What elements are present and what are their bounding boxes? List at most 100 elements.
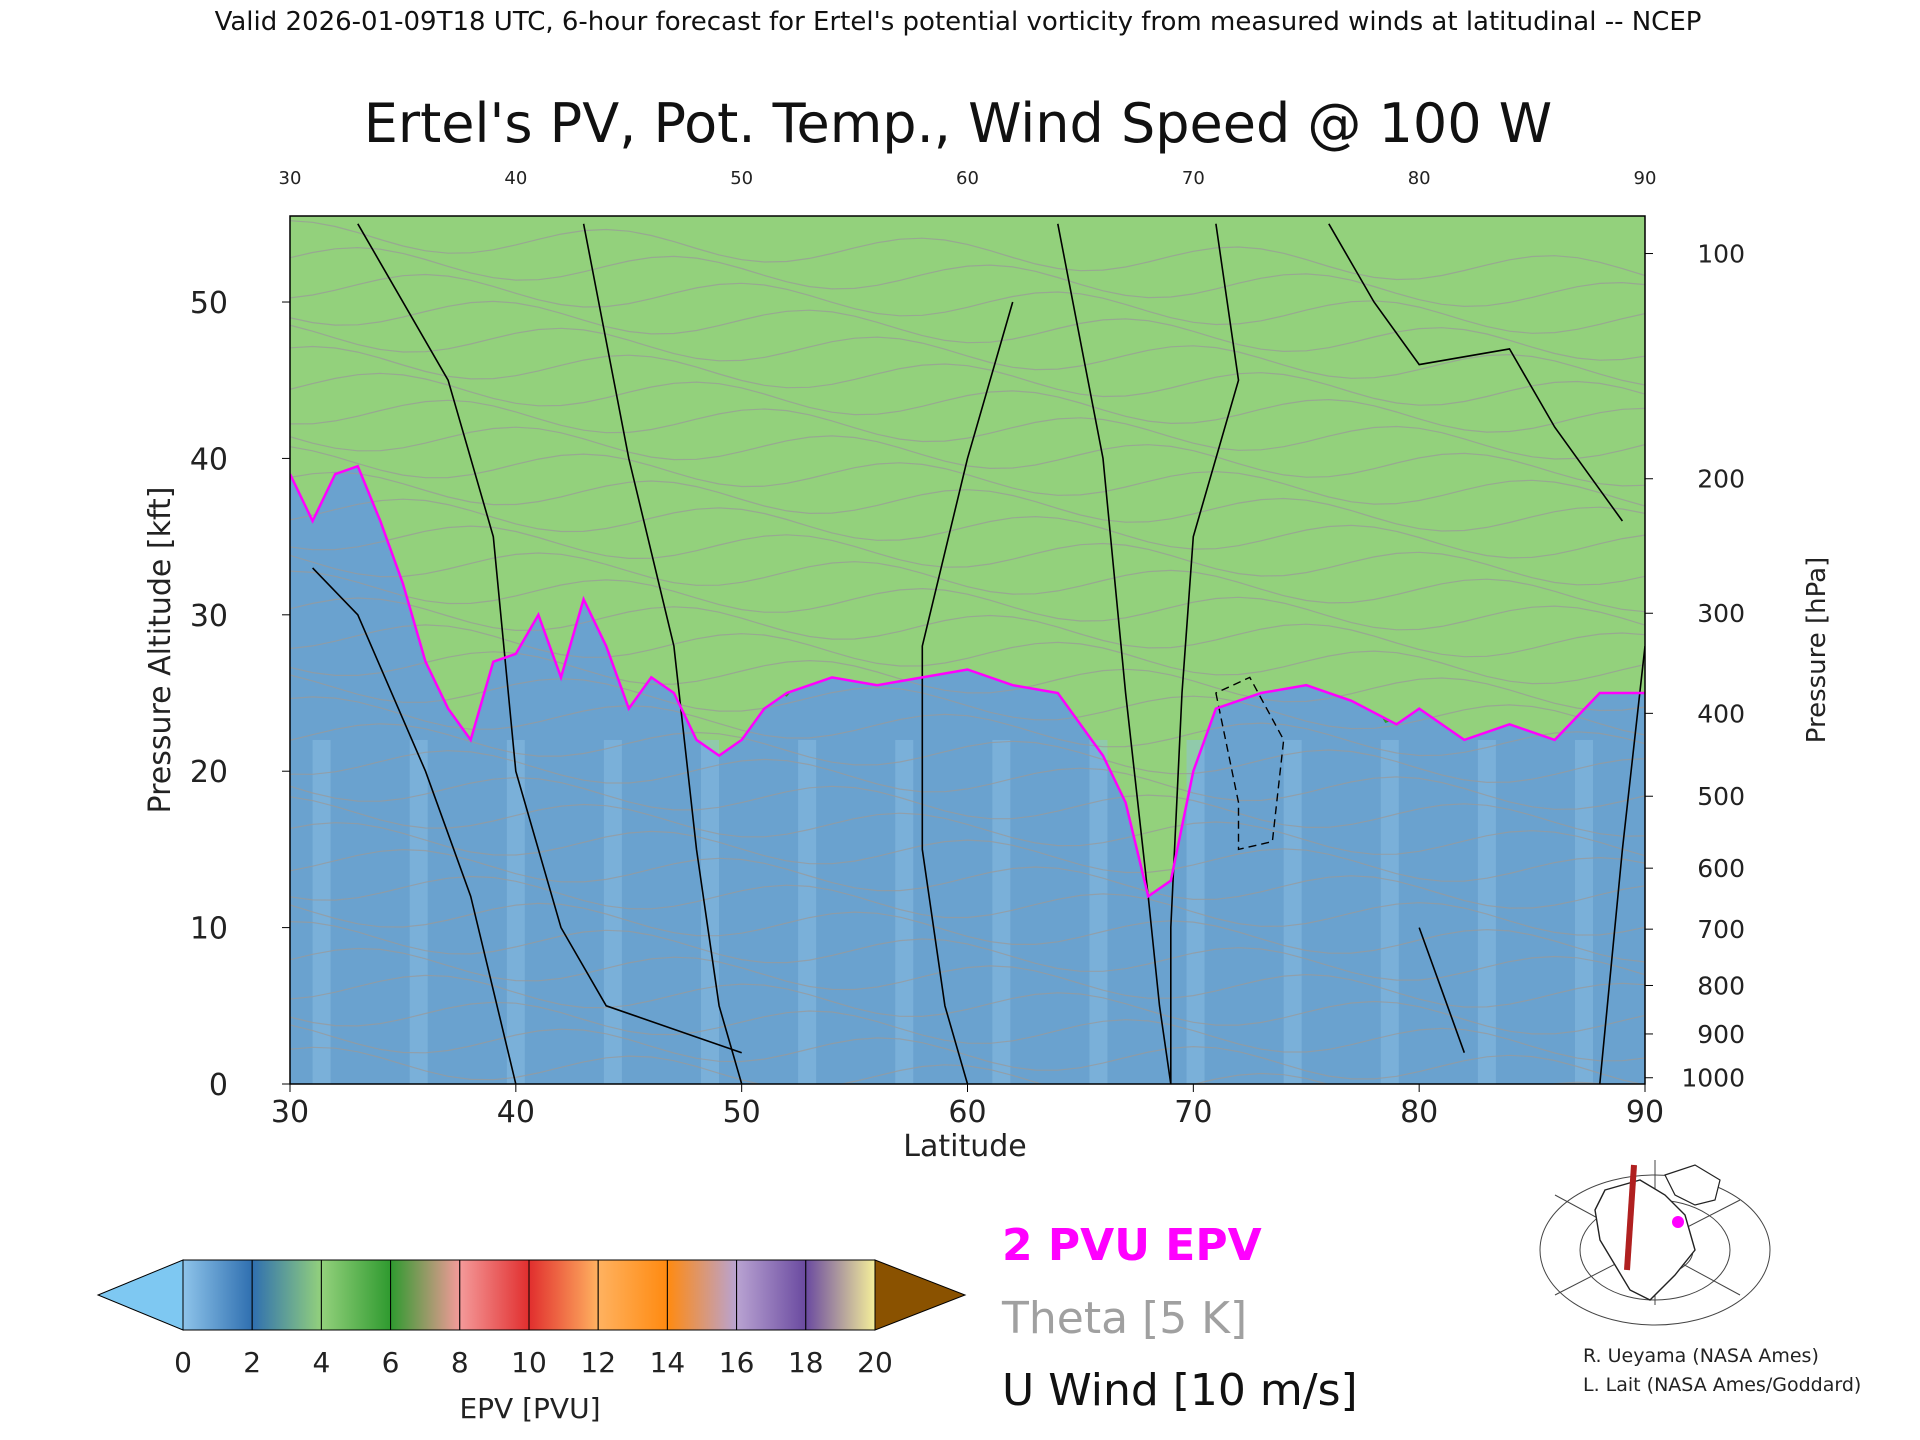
colorbar-tick-label: 6 bbox=[382, 1346, 400, 1379]
credit-2: L. Lait (NASA Ames/Goddard) bbox=[1583, 1374, 1861, 1396]
theta-contour bbox=[290, 1001, 1645, 1062]
theta-contour bbox=[290, 399, 1645, 460]
theta-contour bbox=[290, 552, 1645, 613]
colorbar-tick-label: 12 bbox=[580, 1346, 616, 1379]
u-wind-contour bbox=[921, 301, 1014, 1084]
theta-contour bbox=[290, 273, 1645, 334]
tropo-streak bbox=[1574, 739, 1593, 1084]
colorbar-cell bbox=[390, 1259, 461, 1331]
x-tick-label: 60 bbox=[948, 1095, 986, 1130]
credit-1: R. Ueyama (NASA Ames) bbox=[1583, 1345, 1819, 1367]
colorbar-label: EPV [PVU] bbox=[459, 1392, 600, 1425]
u-wind-contour bbox=[357, 223, 742, 1054]
theta-contour bbox=[290, 875, 1645, 936]
tropo-streak bbox=[798, 739, 817, 1084]
pv2-line bbox=[290, 464, 1645, 899]
theta-contour bbox=[290, 300, 1645, 361]
x-tick-label: 90 bbox=[1626, 1095, 1664, 1130]
tropo-streak bbox=[1089, 739, 1108, 1084]
theta-contour bbox=[290, 921, 1645, 981]
u-wind-contour bbox=[1599, 646, 1645, 1084]
theta-contour bbox=[290, 974, 1645, 1035]
x-top-tick-label: 40 bbox=[504, 168, 527, 189]
theta-contour bbox=[290, 446, 1645, 507]
colorbar-cell bbox=[251, 1259, 322, 1331]
colorbar-cell bbox=[182, 1259, 253, 1331]
theta-contour bbox=[290, 372, 1645, 433]
colorbar-tick-label: 0 bbox=[174, 1346, 192, 1379]
theta-contour bbox=[290, 324, 1645, 386]
x-top-tick-label: 70 bbox=[1182, 168, 1205, 189]
u-wind-negative-contour bbox=[1215, 676, 1285, 851]
legend-uwind: U Wind [10 m/s] bbox=[1002, 1365, 1358, 1416]
tropo-streak bbox=[1477, 739, 1496, 1084]
theta-contour bbox=[290, 426, 1645, 487]
theta-contour bbox=[290, 848, 1645, 909]
theta-contour bbox=[290, 246, 1645, 308]
theta-contour bbox=[290, 776, 1645, 837]
colorbar-tick-label: 18 bbox=[788, 1346, 824, 1379]
pressure-tick-label: 900 bbox=[1697, 1020, 1745, 1049]
pressure-tick-label: 1000 bbox=[1681, 1064, 1745, 1093]
legend-pv-line: 2 PVU EPV bbox=[1002, 1220, 1262, 1271]
x-top-tick-label: 30 bbox=[279, 168, 302, 189]
axes: 3030404050506060707080809090010203040501… bbox=[190, 168, 1745, 1130]
theta-contour bbox=[290, 723, 1645, 784]
colorbar-tick-label: 20 bbox=[857, 1346, 893, 1379]
colorbar-cell bbox=[666, 1259, 738, 1331]
legend-theta: Theta [5 K] bbox=[1001, 1293, 1247, 1344]
colorbar-cell bbox=[597, 1259, 668, 1331]
colorbar-tick-label: 2 bbox=[243, 1346, 261, 1379]
u-wind-contour bbox=[312, 567, 517, 1084]
x-top-tick-label: 60 bbox=[956, 168, 979, 189]
x-top-tick-label: 80 bbox=[1408, 168, 1431, 189]
y-tick-label: 20 bbox=[190, 755, 228, 790]
colorbar-cell bbox=[805, 1259, 876, 1331]
location-dot bbox=[1672, 1216, 1684, 1228]
theta-contour bbox=[290, 498, 1645, 559]
colorbar-under-arrow bbox=[96, 1259, 184, 1331]
colorbar-cell bbox=[528, 1259, 599, 1331]
y-axis-label: Pressure Altitude [kft] bbox=[143, 487, 178, 814]
header-text: Valid 2026-01-09T18 UTC, 6-hour forecast… bbox=[215, 7, 1702, 37]
x-axis-label: Latitude bbox=[903, 1129, 1026, 1164]
pressure-tick-label: 300 bbox=[1697, 599, 1745, 628]
y-tick-label: 50 bbox=[190, 286, 228, 321]
colorbar-tick-label: 8 bbox=[451, 1346, 469, 1379]
colorbar-tick-label: 10 bbox=[511, 1346, 547, 1379]
x-tick-label: 50 bbox=[723, 1095, 761, 1130]
theta-contour bbox=[290, 471, 1645, 532]
theta-contour bbox=[290, 796, 1645, 857]
pressure-tick-label: 200 bbox=[1697, 465, 1745, 494]
u-wind-contour bbox=[582, 223, 743, 1084]
theta-contour bbox=[290, 902, 1645, 963]
y-tick-label: 0 bbox=[209, 1068, 228, 1103]
colorbar: 0 2 4 6 8 10 12 14 16 18 20 bbox=[96, 1259, 967, 1379]
plot-area bbox=[290, 216, 1645, 1084]
y-tick-label: 40 bbox=[190, 442, 228, 477]
tropo-streak bbox=[312, 739, 331, 1084]
u-wind-contour bbox=[1170, 223, 1240, 1084]
colorbar-tick-label: 4 bbox=[312, 1346, 330, 1379]
colorbar-cell bbox=[320, 1259, 392, 1331]
section-line bbox=[1624, 1164, 1637, 1271]
pressure-tick-label: 600 bbox=[1697, 854, 1745, 883]
tropo-streak bbox=[506, 739, 525, 1084]
tropo-streak bbox=[409, 739, 428, 1084]
y-tick-label: 10 bbox=[190, 912, 228, 947]
u-wind-contour bbox=[1057, 223, 1172, 1084]
colorbar-tick-label: 16 bbox=[719, 1346, 755, 1379]
theta-contour bbox=[290, 1046, 1607, 1084]
theta-contour bbox=[290, 597, 1645, 658]
tropo-streak bbox=[1283, 739, 1302, 1084]
colorbar-tick-label: 14 bbox=[650, 1346, 686, 1379]
pressure-tick-label: 800 bbox=[1697, 971, 1745, 1000]
pressure-tick-label: 100 bbox=[1697, 240, 1745, 269]
u-wind-contour bbox=[1328, 223, 1624, 522]
theta-contour bbox=[290, 822, 1645, 882]
u-wind-contour bbox=[1418, 927, 1466, 1053]
tropo-streak bbox=[603, 739, 622, 1084]
theta-contour bbox=[290, 570, 1645, 631]
theta-contour bbox=[290, 220, 1645, 281]
x-tick-label: 40 bbox=[497, 1095, 535, 1130]
